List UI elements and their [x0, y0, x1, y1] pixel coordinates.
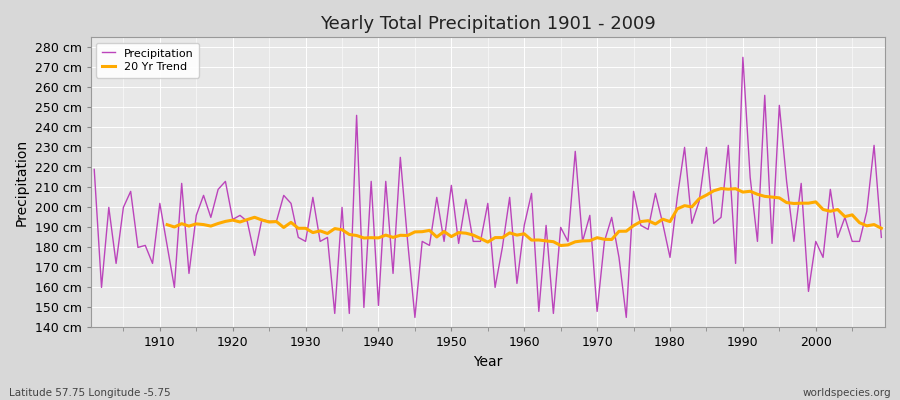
Text: Latitude 57.75 Longitude -5.75: Latitude 57.75 Longitude -5.75	[9, 388, 171, 398]
Precipitation	[737, 55, 748, 60]
20 Yr Trend	[541, 238, 552, 243]
Precipitation	[351, 113, 362, 118]
20 Yr Trend	[381, 233, 392, 238]
20 Yr Trend	[555, 243, 566, 248]
20 Yr Trend	[162, 222, 173, 227]
Precipitation	[308, 195, 319, 200]
Text: worldspecies.org: worldspecies.org	[803, 388, 891, 398]
Precipitation	[614, 255, 625, 260]
20 Yr Trend	[737, 190, 748, 194]
20 Yr Trend	[518, 231, 529, 236]
Precipitation	[518, 223, 529, 228]
Precipitation	[89, 167, 100, 172]
Legend: Precipitation, 20 Yr Trend: Precipitation, 20 Yr Trend	[96, 43, 199, 78]
20 Yr Trend	[329, 226, 340, 231]
Precipitation	[876, 235, 886, 240]
Line: 20 Yr Trend: 20 Yr Trend	[167, 188, 881, 246]
Title: Yearly Total Precipitation 1901 - 2009: Yearly Total Precipitation 1901 - 2009	[320, 15, 656, 33]
Precipitation	[147, 261, 158, 266]
X-axis label: Year: Year	[473, 355, 502, 369]
Precipitation	[526, 191, 537, 196]
Line: Precipitation: Precipitation	[94, 57, 881, 318]
Y-axis label: Precipitation: Precipitation	[15, 139, 29, 226]
20 Yr Trend	[876, 226, 886, 231]
20 Yr Trend	[351, 233, 362, 238]
20 Yr Trend	[716, 186, 726, 191]
Precipitation	[410, 315, 420, 320]
